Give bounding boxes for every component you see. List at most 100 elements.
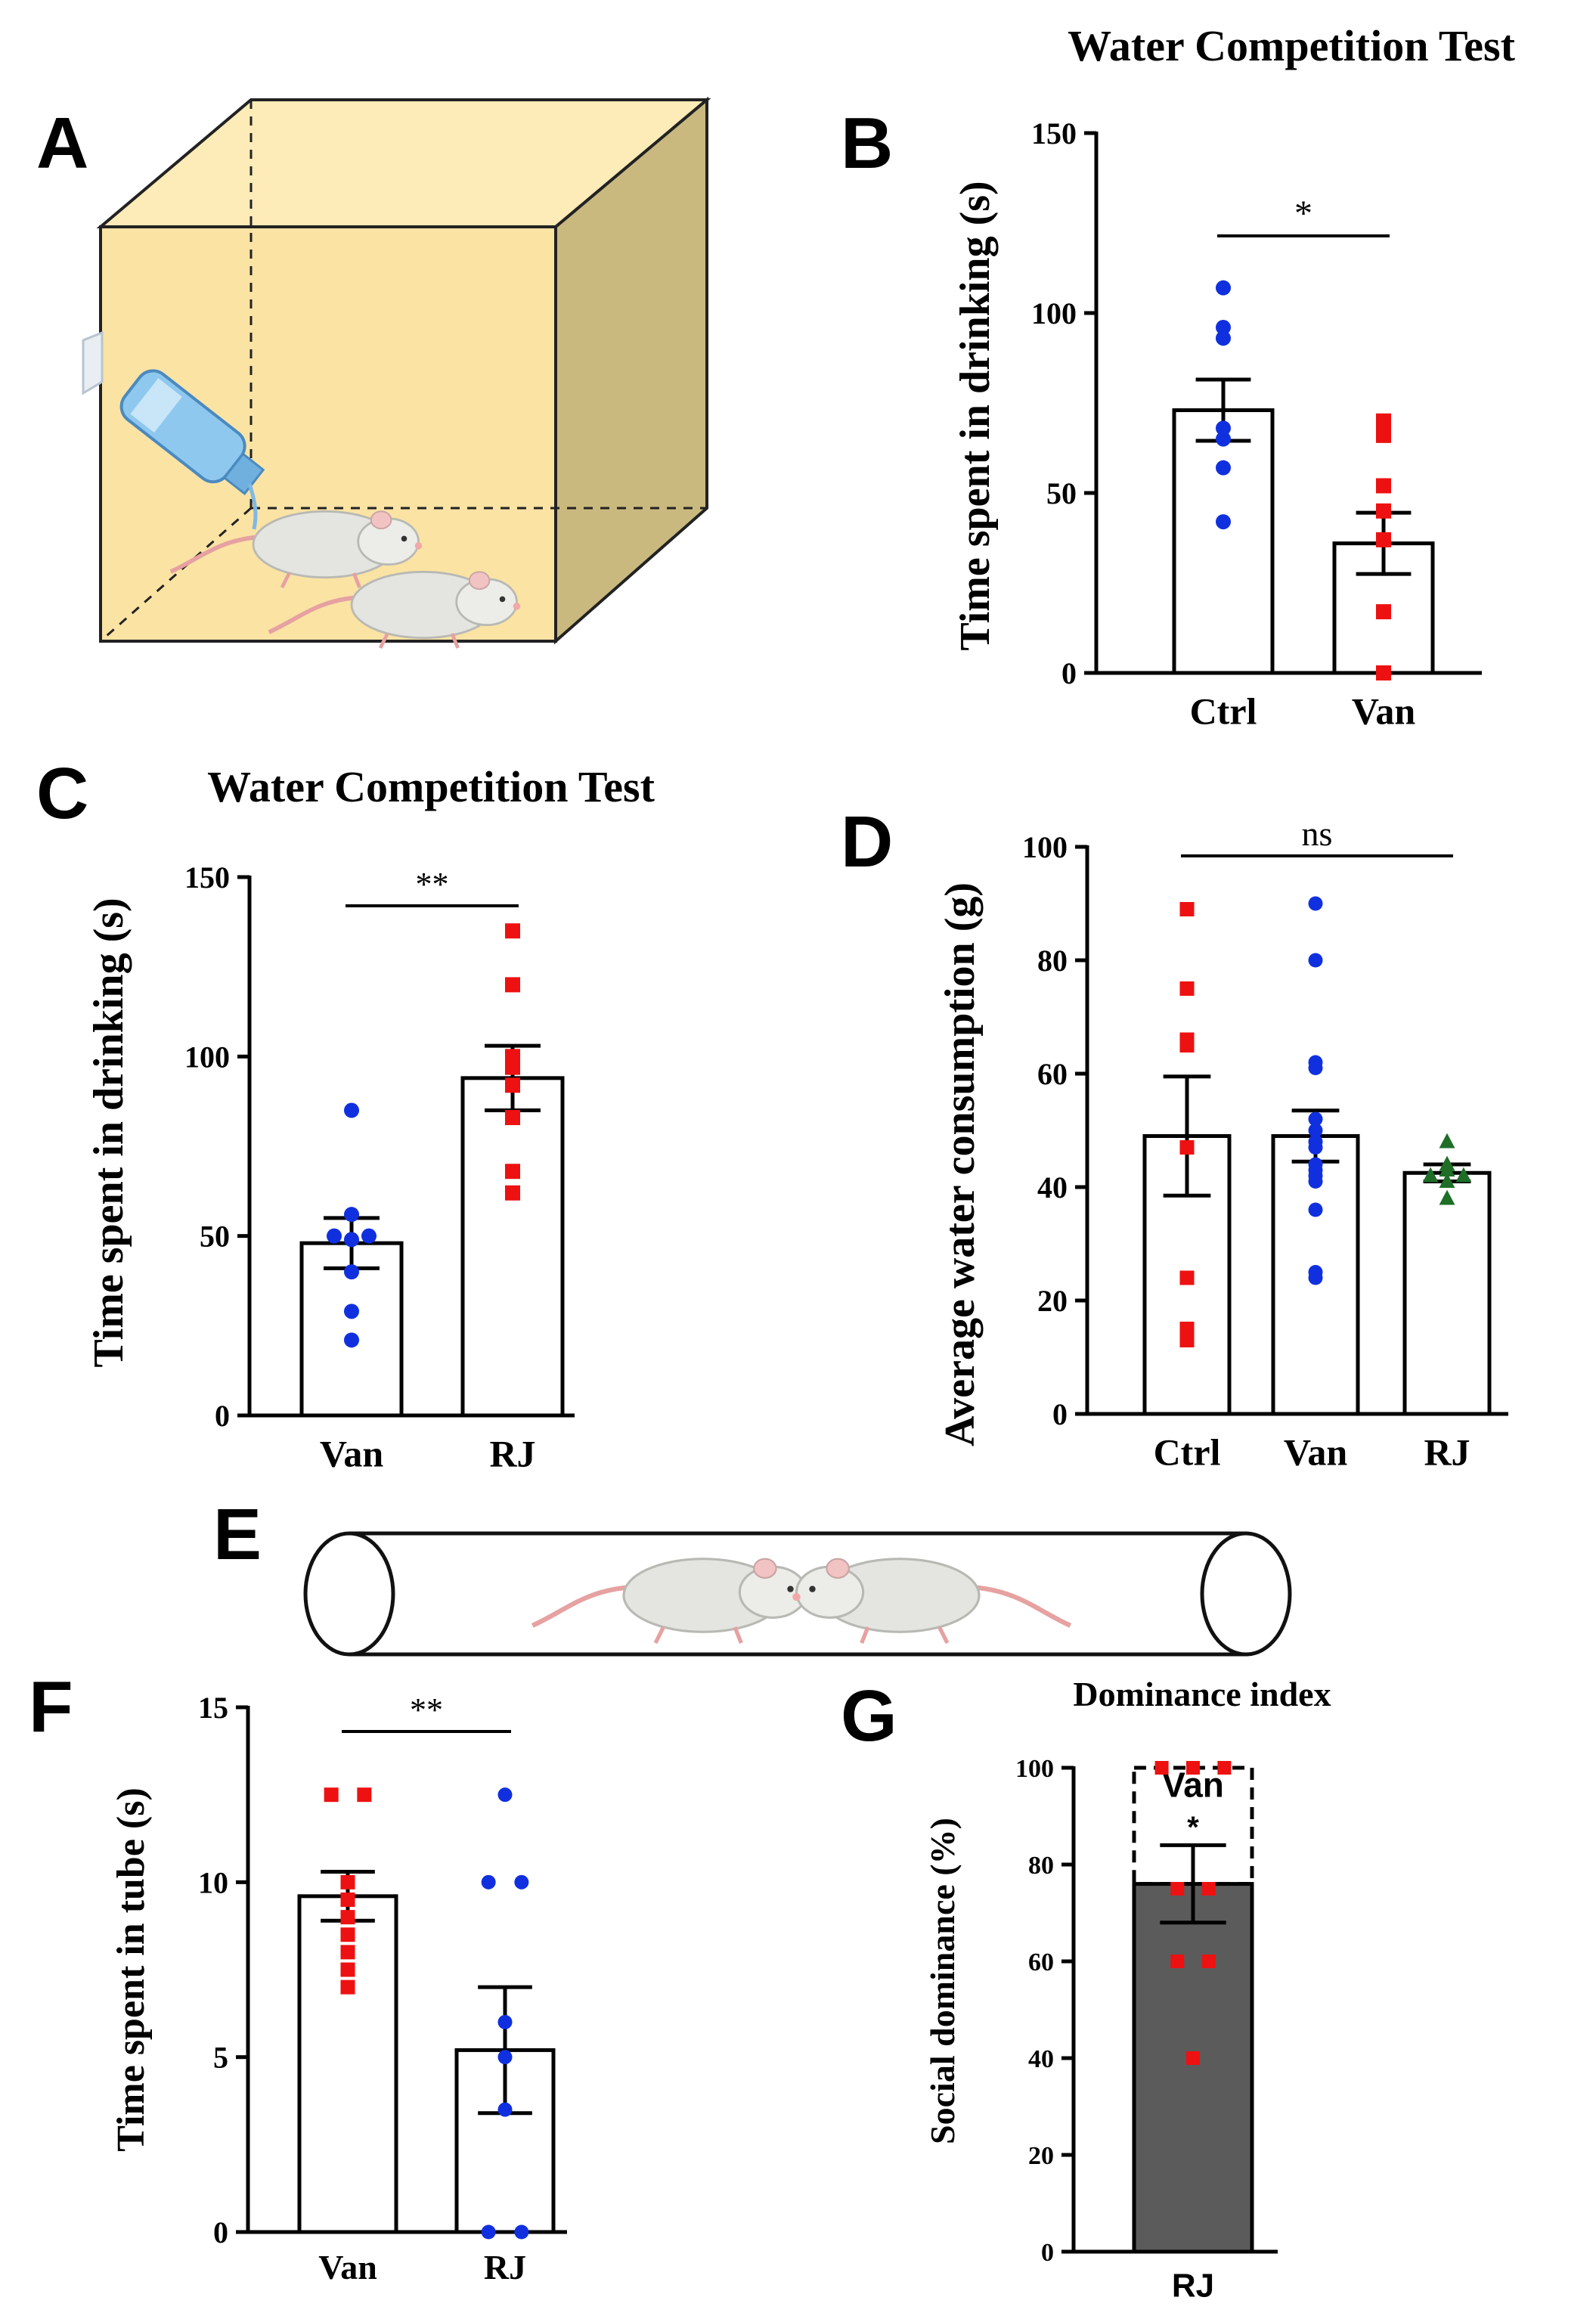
data-point [1439, 1161, 1455, 1177]
data-point [1376, 503, 1391, 519]
data-point [340, 1910, 355, 1925]
x-tick-label: RJ [489, 1433, 535, 1475]
y-tick-label: 10 [198, 1865, 228, 1899]
panel-g-chart: G Dominance index Social dominance (%) 0… [841, 1675, 1331, 2304]
data-point [1170, 1882, 1185, 1896]
data-point [497, 2050, 513, 2065]
data-point [1216, 514, 1231, 530]
panel-c-chart: C Water Competition Test Time spent in d… [36, 753, 655, 1475]
panel-e: E [213, 1494, 1292, 1657]
data-point [514, 2224, 529, 2240]
data-point [481, 1874, 496, 1890]
data-points [1216, 280, 1391, 680]
y-tick-label: 80 [1037, 944, 1068, 978]
y-tick-label: 100 [1022, 830, 1068, 864]
axes: 0 20 40 60 80 100 RJ [1015, 1755, 1278, 2304]
y-tick-label: 100 [184, 1040, 230, 1074]
x-tick-label: Van [318, 2248, 377, 2286]
data-point [1308, 1061, 1323, 1075]
bar [460, 1076, 565, 1418]
data-point [1179, 1140, 1195, 1155]
panel-b-chart: B Water Competition Test Time spent in d… [841, 21, 1516, 733]
data-point [1422, 1167, 1439, 1183]
data-point [1179, 1038, 1195, 1052]
data-point [344, 1304, 359, 1319]
bars [1142, 1074, 1492, 1416]
significance-marks: ** [342, 1691, 511, 1733]
data-point [505, 1164, 520, 1180]
bar [1132, 1882, 1254, 2254]
data-point [497, 2102, 513, 2117]
panel-a: A [36, 96, 711, 648]
data-point [1179, 981, 1195, 996]
data-point [361, 1228, 377, 1244]
data-point [1217, 1761, 1232, 1775]
data-point [344, 1102, 359, 1118]
data-point [344, 1264, 359, 1280]
y-tick-label: 60 [1028, 1948, 1054, 1976]
data-point [340, 1945, 355, 1960]
data-point [340, 1892, 355, 1907]
bars: Van [1132, 1765, 1254, 2254]
data-point [1186, 2051, 1200, 2065]
data-point [1216, 320, 1231, 336]
panel-label-e: E [213, 1494, 262, 1575]
data-point [340, 1874, 355, 1890]
data-point [1439, 1189, 1455, 1205]
significance-label: ** [416, 866, 449, 903]
y-tick-label: 20 [1028, 2142, 1054, 2170]
y-axis-label: Time spent in drinking (s) [952, 181, 999, 650]
panel-label-g: G [841, 1676, 897, 1756]
y-tick-label: 0 [1061, 656, 1077, 690]
water-bottle-icon [82, 330, 265, 530]
significance-label: * [1294, 194, 1312, 234]
data-point [340, 1962, 355, 1977]
y-tick-label: 0 [213, 2215, 228, 2249]
data-point [1186, 1761, 1200, 1775]
data-point [1179, 1333, 1195, 1347]
rat-icon [532, 1559, 1071, 1643]
data-point [1308, 1140, 1323, 1155]
panel-f-chart: F Time spent in tube (s) 0 5 10 15 Van RJ ** [29, 1666, 567, 2286]
data-point [1376, 665, 1391, 680]
data-point [1179, 1322, 1195, 1336]
y-tick-label: 80 [1028, 1852, 1054, 1880]
x-tick-label: RJ [484, 2248, 526, 2286]
y-axis-label: Average water consumption (g) [937, 882, 984, 1446]
y-tick-label: 100 [1031, 296, 1077, 330]
data-point [1179, 902, 1195, 916]
data-point [1455, 1167, 1472, 1183]
panel-label-b: B [841, 103, 893, 184]
data-point [497, 2014, 513, 2029]
data-point [481, 2224, 496, 2240]
significance-marks: * [1187, 1811, 1199, 1844]
x-tick-label: Van [1284, 1431, 1348, 1474]
data-points [324, 1787, 529, 2240]
panel-label-a: A [36, 103, 88, 184]
significance-label: ** [410, 1691, 443, 1728]
data-point [1308, 953, 1323, 968]
axes: 0 50 100 150 Ctrl Van [1031, 116, 1482, 733]
y-tick-label: 40 [1037, 1170, 1068, 1204]
data-point [1216, 330, 1231, 346]
data-point [1216, 420, 1231, 436]
data-point [1170, 1955, 1185, 1968]
data-points [327, 923, 520, 1348]
data-point [357, 1787, 372, 1803]
data-point [1216, 280, 1231, 296]
data-point [1308, 1111, 1323, 1127]
chart-title: Dominance index [1073, 1675, 1331, 1713]
y-tick-label: 40 [1028, 2045, 1054, 2073]
data-point [497, 1787, 513, 1803]
significance-marks: * [1217, 194, 1390, 237]
data-point [327, 1228, 342, 1244]
data-point [1308, 896, 1323, 911]
data-point [340, 1927, 355, 1942]
data-point [1439, 1133, 1455, 1149]
data-point [1376, 604, 1391, 620]
data-point [1216, 460, 1231, 476]
data-point [1308, 1174, 1323, 1189]
data-point [1376, 413, 1391, 429]
significance-label: ns [1302, 814, 1333, 853]
